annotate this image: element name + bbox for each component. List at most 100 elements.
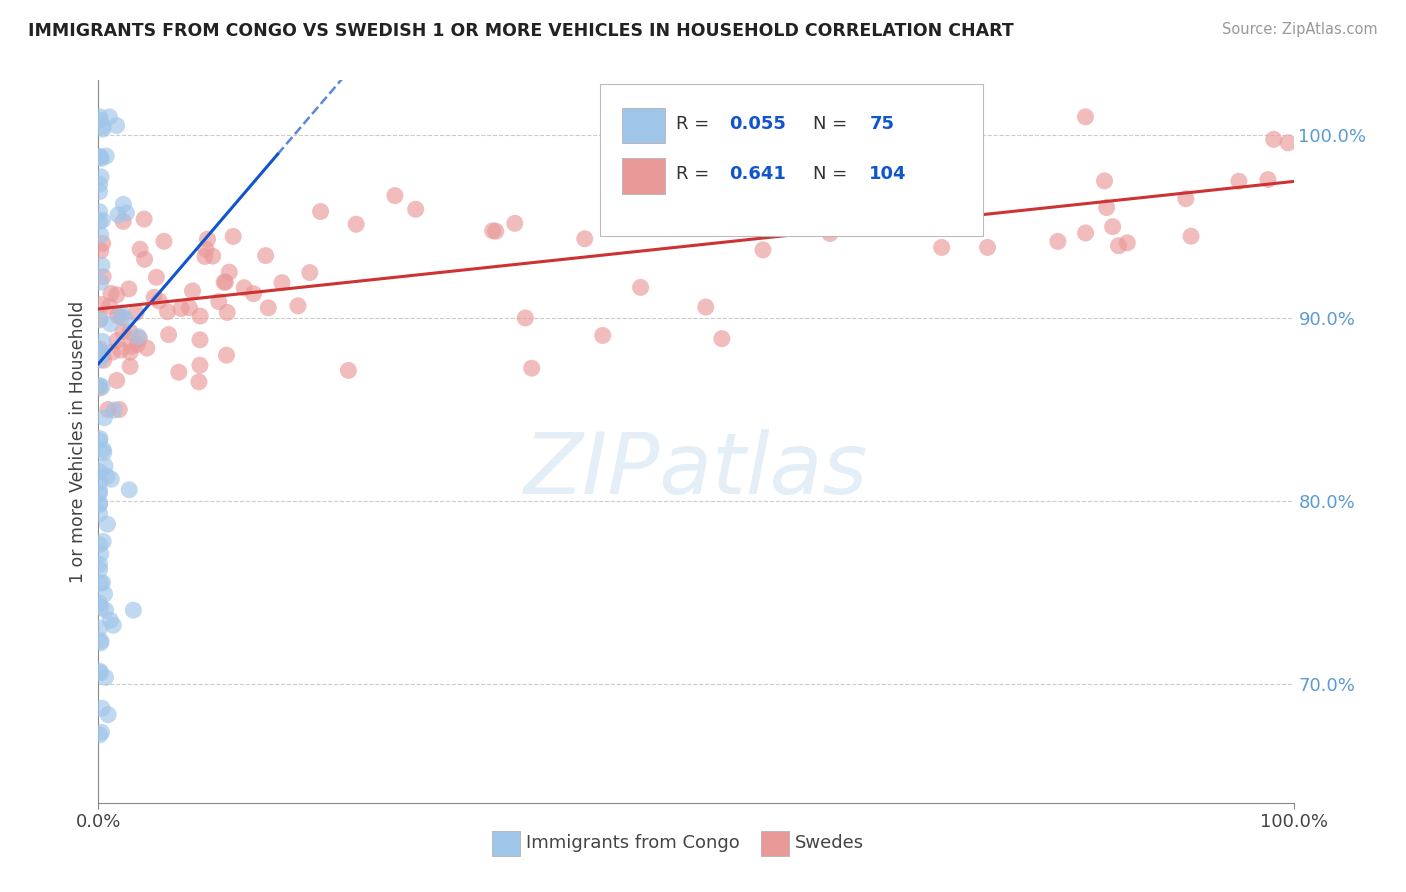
Point — [89, 496, 111, 510]
Point — [1108, 239, 1130, 253]
Point — [90, 228, 112, 243]
Point — [91, 347, 114, 361]
Point — [1277, 136, 1299, 150]
Point — [592, 328, 614, 343]
FancyBboxPatch shape — [600, 84, 983, 235]
Point — [188, 358, 211, 372]
Point — [217, 305, 239, 319]
Point — [105, 288, 128, 302]
Point — [1263, 132, 1285, 146]
Point — [91, 120, 114, 134]
Point — [90, 152, 112, 166]
Point — [695, 300, 717, 314]
Point — [93, 410, 115, 425]
Text: R =: R = — [676, 115, 714, 133]
Point — [257, 301, 280, 315]
Point — [132, 212, 155, 227]
Point — [214, 275, 236, 289]
Point — [1257, 172, 1279, 186]
Point — [90, 665, 112, 680]
Text: N =: N = — [813, 115, 853, 133]
Point — [114, 311, 136, 326]
Point — [242, 286, 264, 301]
Point — [89, 110, 111, 124]
Point — [201, 249, 224, 263]
Point — [103, 618, 125, 632]
Point — [90, 297, 112, 311]
Point — [222, 229, 245, 244]
Point — [108, 402, 131, 417]
Point — [118, 325, 141, 339]
Point — [90, 600, 112, 615]
Point — [89, 344, 111, 359]
Text: 0.641: 0.641 — [730, 165, 786, 183]
Point — [405, 202, 427, 217]
Point — [98, 299, 121, 313]
Point — [752, 243, 775, 257]
Point — [931, 240, 953, 254]
Point — [89, 204, 111, 219]
Point — [89, 664, 111, 678]
FancyBboxPatch shape — [621, 158, 665, 194]
Point — [89, 498, 111, 512]
Point — [91, 701, 114, 715]
Point — [574, 232, 596, 246]
Point — [110, 343, 132, 357]
Point — [1116, 235, 1139, 250]
Point — [90, 244, 112, 258]
Point — [91, 236, 114, 251]
Point — [1101, 219, 1123, 234]
Point — [157, 327, 180, 342]
Point — [976, 240, 998, 254]
Text: ZIPatlas: ZIPatlas — [524, 429, 868, 512]
Point — [118, 282, 141, 296]
Point — [112, 197, 135, 211]
Text: IMMIGRANTS FROM CONGO VS SWEDISH 1 OR MORE VEHICLES IN HOUSEHOLD CORRELATION CHA: IMMIGRANTS FROM CONGO VS SWEDISH 1 OR MO… — [28, 22, 1014, 40]
Point — [156, 304, 179, 318]
Point — [89, 537, 111, 551]
Point — [91, 534, 114, 549]
Point — [112, 325, 135, 339]
Point — [91, 575, 114, 590]
Point — [481, 224, 503, 238]
Point — [89, 215, 111, 229]
Point — [96, 469, 118, 483]
Point — [344, 217, 367, 231]
Point — [89, 434, 111, 448]
Point — [115, 206, 138, 220]
Point — [97, 707, 120, 722]
Point — [91, 380, 114, 394]
Point — [515, 310, 537, 325]
Point — [89, 558, 111, 572]
Text: Source: ZipAtlas.com: Source: ZipAtlas.com — [1222, 22, 1378, 37]
Point — [89, 621, 111, 635]
Point — [1074, 226, 1097, 240]
Point — [103, 403, 125, 417]
Point — [384, 188, 406, 202]
Point — [91, 334, 114, 349]
Point — [194, 249, 217, 263]
Point — [118, 483, 141, 497]
Point — [134, 252, 156, 267]
Point — [90, 725, 112, 739]
Text: N =: N = — [813, 165, 853, 183]
Point — [89, 185, 111, 199]
Point — [135, 341, 157, 355]
Point — [167, 365, 190, 379]
Point — [122, 603, 145, 617]
Point — [337, 363, 360, 377]
Point — [710, 332, 733, 346]
Point — [107, 309, 129, 323]
Point — [1180, 229, 1202, 244]
Point — [94, 670, 117, 684]
Point — [148, 293, 170, 308]
Point — [90, 633, 112, 648]
Point — [128, 331, 150, 345]
Point — [89, 342, 111, 356]
Point — [90, 576, 112, 591]
Point — [89, 113, 111, 128]
Point — [112, 214, 135, 228]
Point — [105, 119, 128, 133]
Point — [179, 301, 201, 315]
Point — [121, 339, 143, 353]
